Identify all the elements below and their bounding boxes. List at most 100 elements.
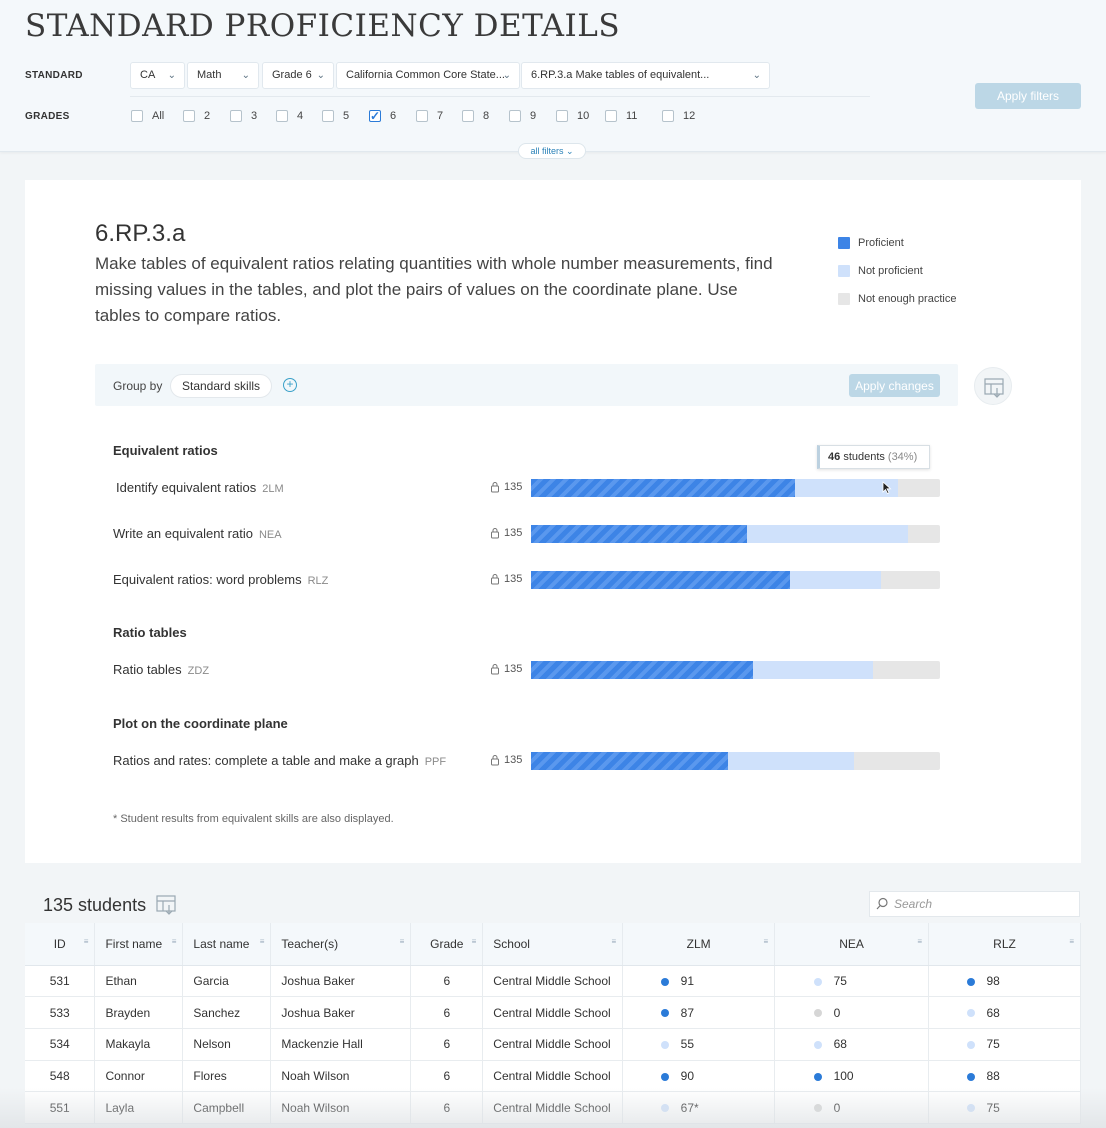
column-header-nea[interactable]: NEA ≡ xyxy=(774,923,930,966)
cell-teacher: Mackenzie Hall xyxy=(270,1028,412,1061)
cell-score[interactable]: 87 xyxy=(622,996,776,1029)
checkbox-icon[interactable] xyxy=(230,110,242,122)
column-header-id[interactable]: ID ≡ xyxy=(25,923,96,966)
column-header-zlm[interactable]: ZLM ≡ xyxy=(622,923,776,966)
skill-name: Equivalent ratios: word problems xyxy=(113,572,302,587)
checkbox-icon[interactable] xyxy=(509,110,521,122)
column-header-rlz[interactable]: RLZ ≡ xyxy=(928,923,1081,966)
bar-proficient[interactable] xyxy=(531,752,728,770)
search-input[interactable]: Search xyxy=(869,891,1080,917)
grade-checkbox-9[interactable]: 9 xyxy=(509,110,536,122)
score-value: 68 xyxy=(833,1037,847,1052)
cell-score[interactable]: 0 xyxy=(774,996,930,1029)
sort-icon[interactable]: ≡ xyxy=(399,937,405,946)
student-count: 135 xyxy=(504,481,523,493)
checkbox-icon[interactable] xyxy=(662,110,674,122)
cell-score[interactable]: 88 xyxy=(928,1060,1081,1092)
proficiency-bar[interactable] xyxy=(531,661,940,679)
grade-checkbox-7[interactable]: 7 xyxy=(416,110,443,122)
skill-row-name[interactable]: Write an equivalent ratio NEA xyxy=(113,526,282,541)
grade-checkbox-8[interactable]: 8 xyxy=(462,110,489,122)
cell-score[interactable]: 91 xyxy=(622,965,776,997)
grade-dropdown[interactable]: Grade 6 ⌄ xyxy=(262,62,334,89)
cell-score[interactable]: 100 xyxy=(774,1060,930,1092)
group-by-label: Group by xyxy=(113,379,163,393)
cell-score[interactable]: 55 xyxy=(622,1028,776,1061)
grade-checkbox-10[interactable]: 10 xyxy=(556,110,589,122)
column-header-school[interactable]: School ≡ xyxy=(482,923,624,966)
filter-divider xyxy=(130,96,870,97)
sort-icon[interactable]: ≡ xyxy=(763,937,769,946)
checkbox-checked-icon[interactable]: ✓ xyxy=(369,109,381,123)
sort-icon[interactable]: ≡ xyxy=(83,937,89,946)
grade-checkbox-3[interactable]: 3 xyxy=(230,110,257,122)
grade-checkbox-4[interactable]: 4 xyxy=(276,110,303,122)
cell-score[interactable]: 75 xyxy=(774,965,930,997)
cell-score[interactable]: 68 xyxy=(928,996,1081,1029)
bar-proficient[interactable] xyxy=(531,571,790,589)
sort-icon[interactable]: ≡ xyxy=(1069,937,1074,946)
table-row[interactable]: 531 Ethan Garcia Joshua Baker 6 Central Middl… xyxy=(25,965,1081,997)
proficiency-bar[interactable] xyxy=(531,525,940,543)
grade-checkbox-12[interactable]: 12 xyxy=(662,110,695,122)
proficiency-bar[interactable] xyxy=(531,479,940,497)
sort-icon[interactable]: ≡ xyxy=(259,937,265,946)
checkbox-icon[interactable] xyxy=(322,110,334,122)
bar-proficient[interactable] xyxy=(531,479,795,497)
cell-score[interactable]: 75 xyxy=(928,1028,1081,1061)
grade-checkbox-11[interactable]: 11 xyxy=(605,110,637,122)
grade-checkbox-6[interactable]: ✓ 6 xyxy=(369,110,396,122)
standard-dropdown[interactable]: 6.RP.3.a Make tables of equivalent... ⌄ xyxy=(521,62,770,89)
sort-icon[interactable]: ≡ xyxy=(171,937,177,946)
checkbox-icon[interactable] xyxy=(416,110,428,122)
sort-icon[interactable]: ≡ xyxy=(611,937,617,946)
checkbox-icon[interactable] xyxy=(605,110,617,122)
apply-changes-button[interactable]: Apply changes xyxy=(849,374,940,397)
grade-checkbox-2[interactable]: 2 xyxy=(183,110,210,122)
table-row[interactable]: 534 Makayla Nelson Mackenzie Hall 6 Central M… xyxy=(25,1028,1081,1061)
skill-code: RLZ xyxy=(307,575,329,587)
checkbox-icon[interactable] xyxy=(462,110,474,122)
skill-row-name[interactable]: Equivalent ratios: word problems RLZ xyxy=(113,572,328,587)
score-value: 87 xyxy=(680,1005,695,1020)
proficiency-bar[interactable] xyxy=(531,752,940,770)
table-row[interactable]: 548 Connor Flores Noah Wilson 6 Central Middl… xyxy=(25,1060,1081,1092)
column-header-grade[interactable]: Grade ≡ xyxy=(410,923,484,966)
bar-proficient[interactable] xyxy=(531,525,747,543)
skill-row-name[interactable]: Ratios and rates: complete a table and m… xyxy=(113,753,446,768)
table-row[interactable]: 533 Brayden Sanchez Joshua Baker 6 Central Mi… xyxy=(25,996,1081,1029)
proficiency-bar[interactable] xyxy=(531,571,940,589)
column-header-first-name[interactable]: First name ≡ xyxy=(94,923,184,966)
checkbox-icon[interactable] xyxy=(276,110,288,122)
skill-code: NEA xyxy=(258,529,282,541)
apply-filters-button[interactable]: Apply filters xyxy=(975,83,1081,109)
column-header-teacher-s[interactable]: Teacher(s) ≡ xyxy=(270,923,412,966)
export-icon[interactable] xyxy=(155,893,177,915)
checkbox-icon[interactable] xyxy=(556,110,568,122)
students-count-label: 135 students xyxy=(43,895,147,915)
grade-checkbox-label: 11 xyxy=(626,110,638,122)
cell-grade: 6 xyxy=(410,996,484,1029)
curriculum-dropdown[interactable]: California Common Core State... ⌄ xyxy=(336,62,520,89)
section-title: Plot on the coordinate plane xyxy=(113,716,288,731)
cell-score[interactable]: 90 xyxy=(622,1060,776,1092)
sort-icon[interactable]: ≡ xyxy=(917,937,923,946)
skill-row-name[interactable]: Identify equivalent ratios 2LM xyxy=(116,480,284,495)
state-dropdown[interactable]: CA ⌄ xyxy=(130,62,185,89)
add-group-icon[interactable]: + xyxy=(283,378,297,392)
group-by-chip[interactable]: Standard skills xyxy=(170,374,273,398)
grade-checkbox-5[interactable]: 5 xyxy=(322,110,349,122)
sort-icon[interactable]: ≡ xyxy=(471,937,477,946)
grade-checkbox-all[interactable]: All xyxy=(131,110,164,122)
bar-proficient[interactable] xyxy=(531,661,753,679)
subject-dropdown[interactable]: Math ⌄ xyxy=(187,62,259,89)
checkbox-icon[interactable] xyxy=(131,110,143,122)
cell-score[interactable]: 98 xyxy=(928,965,1081,997)
all-filters-toggle[interactable]: all filters ⌄ xyxy=(518,143,586,159)
skill-row-name[interactable]: Ratio tables ZDZ xyxy=(113,662,209,677)
column-header-last-name[interactable]: Last name ≡ xyxy=(182,923,272,966)
export-button[interactable] xyxy=(974,367,1012,405)
checkbox-icon[interactable] xyxy=(183,110,195,122)
cell-score[interactable]: 68 xyxy=(774,1028,930,1061)
skill-name: Write an equivalent ratio xyxy=(113,526,253,541)
